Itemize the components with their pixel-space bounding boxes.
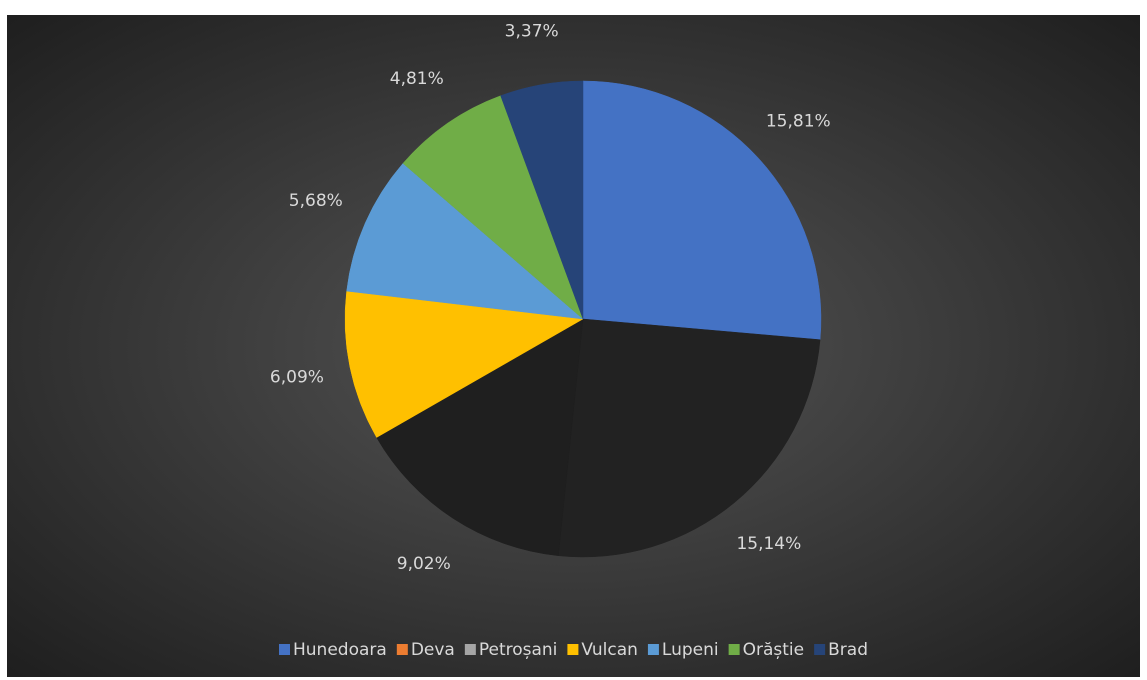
pie-slice [582, 80, 822, 340]
legend-label: Brad [828, 640, 868, 660]
legend-label: Vulcan [581, 640, 638, 660]
data-label: 15,81% [766, 112, 831, 132]
legend-swatch [814, 644, 826, 655]
pie-slice [558, 318, 821, 558]
pie-slice [344, 290, 584, 438]
legend-swatch [647, 644, 659, 655]
legend-swatch [567, 644, 579, 655]
legend-swatch [396, 644, 408, 655]
data-label: 5,68% [289, 191, 343, 211]
data-label: 3,37% [505, 22, 559, 42]
legend-label: Petroșani [479, 640, 558, 660]
legend-label: Deva [411, 640, 455, 660]
data-label: 15,14% [736, 534, 801, 554]
legend-label: Hunedoara [293, 640, 387, 660]
data-label: 6,09% [270, 368, 324, 388]
legend-swatch [728, 644, 740, 655]
legend-swatch [464, 644, 476, 655]
pie-slice [346, 162, 584, 320]
legend-label: Orăștie [743, 640, 805, 660]
data-label: 4,81% [390, 69, 444, 89]
legend-label: Lupeni [662, 640, 719, 660]
pie-slice [402, 95, 584, 320]
data-label: 9,02% [397, 554, 451, 574]
pie-slice [500, 80, 584, 320]
legend-swatch [279, 644, 290, 655]
pie-slice [376, 318, 584, 556]
legend: Hunedoara Deva Petroșani Vulcan Lupeni Orăști… [279, 640, 868, 660]
